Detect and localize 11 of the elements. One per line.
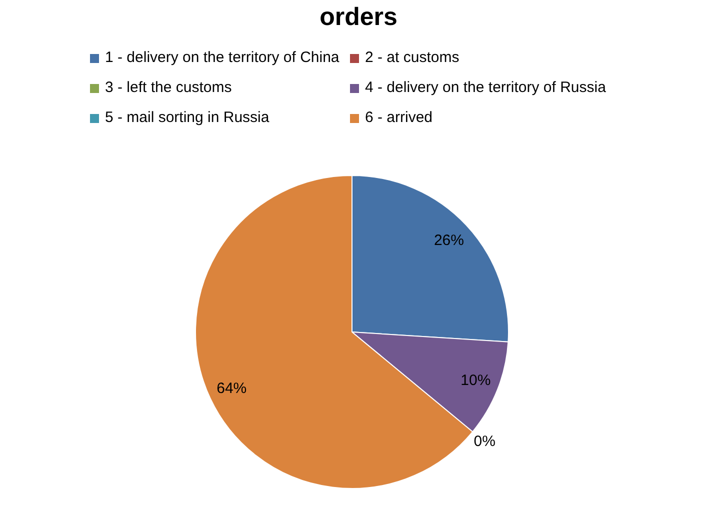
legend-label: 3 - left the customs: [105, 78, 232, 98]
text: 0%: [474, 432, 496, 450]
legend-label: 1 - delivery on the territory of China: [105, 48, 340, 68]
legend-label: 2 - at customs: [365, 48, 460, 68]
legend-label: 5 - mail sorting in Russia: [105, 108, 270, 128]
data-label: 10%: [460, 372, 491, 390]
data-label: 26%: [434, 232, 464, 250]
chart-title: orders: [318, 2, 398, 33]
legend-label: 4 - delivery on the territory of Russia: [365, 78, 606, 98]
data-label: 64%: [216, 380, 247, 397]
legend-label: 6 - arrived: [365, 108, 433, 128]
